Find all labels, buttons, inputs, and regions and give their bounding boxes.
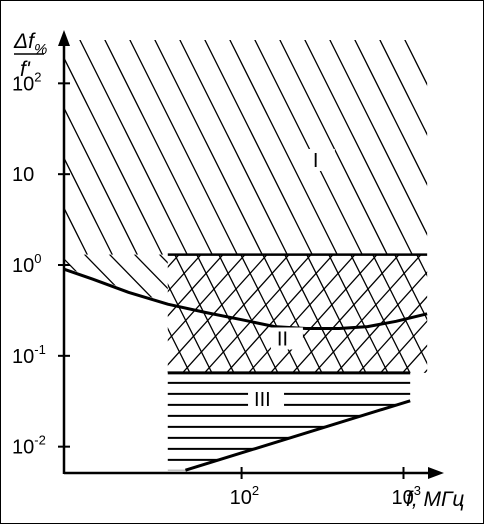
hatch-line (104, 40, 213, 255)
hatch-line (401, 344, 428, 373)
hatch-line (149, 254, 168, 303)
x-tick-label: 103 (391, 483, 420, 509)
hatch-line (254, 40, 363, 255)
hatch-line (291, 254, 400, 373)
region-label-II: II (277, 328, 288, 350)
hatch-line (179, 40, 288, 255)
hatch-line (79, 40, 188, 255)
x-label-unit: МГц (424, 488, 465, 511)
hatch-line (335, 271, 428, 373)
hatch-layer (0, 30, 484, 471)
x-label-symbol: f (406, 488, 414, 511)
region-label-III: III (254, 389, 271, 411)
hatch-line (64, 206, 88, 255)
hatch-line (203, 254, 312, 373)
hatch-line (456, 245, 484, 383)
y-axis-label: Δf% f' (13, 30, 47, 81)
y-tick-label: 10-2 (12, 433, 46, 459)
hatch-line (167, 283, 213, 373)
hatch-line (379, 320, 428, 373)
y-tick-label: 10-1 (12, 342, 46, 368)
hatch-line (379, 40, 428, 136)
hatch-line (99, 254, 168, 303)
hatch-line (279, 40, 388, 255)
hatch-line (204, 40, 313, 255)
hatch-line (225, 254, 334, 373)
hatch-line (328, 254, 389, 373)
region-I-hatch (0, 30, 484, 265)
hatch-line (82, 245, 151, 383)
hatch-line (64, 56, 163, 255)
hatch-line (262, 254, 323, 373)
hatch-line (247, 254, 356, 373)
y-axis-arrow-icon (58, 30, 70, 46)
y-tick-label: 10 (12, 164, 34, 186)
hatch-line (167, 371, 169, 373)
hatch-line (174, 254, 235, 373)
hatch-line (460, 245, 484, 383)
hatch-line (240, 254, 301, 373)
hatch-line (354, 40, 428, 186)
hatch-line (167, 327, 191, 373)
hatch-line (478, 245, 484, 383)
hatch-line (329, 40, 428, 236)
hatch-line (181, 254, 290, 373)
x-axis-arrow-icon (428, 467, 444, 479)
hatch-line (416, 254, 428, 277)
hatch-line (438, 245, 484, 383)
hatch-line (218, 254, 279, 373)
hatch-line (167, 254, 224, 317)
hatch-line (404, 40, 428, 86)
hatch-line (154, 40, 263, 255)
hatch-line (357, 295, 428, 373)
hatch-line (269, 254, 378, 373)
x-tick-label: 102 (230, 483, 259, 509)
y-tick-label: 102 (12, 69, 41, 95)
hatch-line (450, 30, 484, 265)
hatch-line (167, 254, 202, 293)
region-label-backing (248, 388, 285, 411)
hatch-line (313, 254, 422, 373)
hatch-line (0, 30, 67, 265)
hatch-line (64, 106, 138, 255)
hatch-line (434, 245, 484, 383)
hatch-line (196, 254, 257, 373)
hatch-line (350, 254, 411, 373)
hatch-line (306, 254, 367, 373)
tick-layer: 102 10 100 10-1 10-2 102 103 (12, 69, 421, 509)
hatch-line (74, 254, 146, 303)
hatch-line (64, 156, 113, 255)
hatch-line (284, 254, 345, 373)
y-label-numerator: Δf (13, 30, 36, 53)
region-label-I: I (313, 150, 319, 172)
y-label-subscript: % (34, 41, 47, 58)
boundary-curve (63, 267, 428, 330)
region-label-backing (306, 148, 335, 171)
hatch-line (167, 254, 246, 342)
region-III-diagonal-border (185, 399, 411, 472)
region-label-backing (270, 327, 303, 350)
hatch-line (475, 30, 484, 265)
hatch-line (304, 40, 413, 255)
hatch-line (124, 254, 168, 303)
hatch-line (425, 30, 484, 265)
hatch-line (229, 40, 338, 255)
region-II-hatch (82, 245, 484, 383)
y-tick-label: 100 (12, 251, 41, 277)
x-axis-label: f, МГц (406, 488, 464, 511)
hatch-line (372, 254, 428, 365)
hatch-line (129, 40, 238, 255)
y-label-denominator: f' (20, 58, 31, 81)
